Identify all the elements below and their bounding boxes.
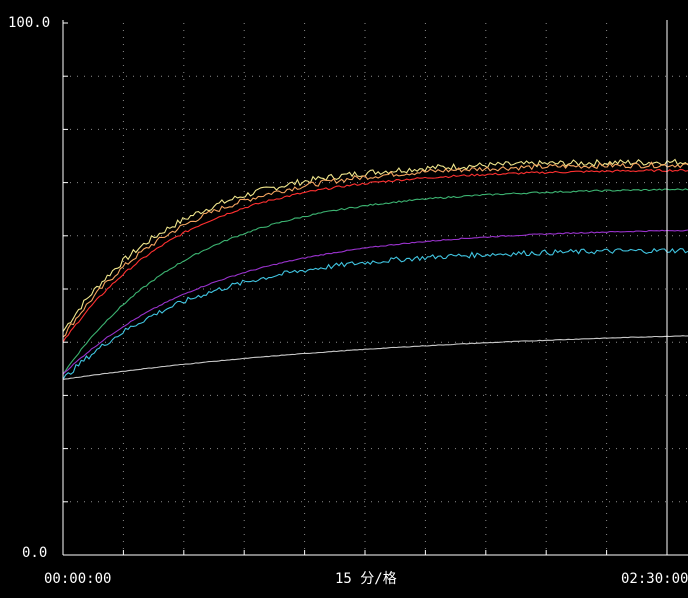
y-axis-max-label: 100.0 xyxy=(8,15,50,31)
series-line-6 xyxy=(62,247,688,380)
series-line-1 xyxy=(62,158,688,332)
grid xyxy=(63,23,688,555)
series-layer xyxy=(62,158,688,380)
x-axis-end-label: 02:30:00 xyxy=(621,571,688,587)
axes xyxy=(62,20,688,556)
series-line-7 xyxy=(62,335,688,380)
series-line-3 xyxy=(62,168,688,343)
x-axis-scale-label: 15 分/格 xyxy=(335,571,397,587)
series-line-4 xyxy=(62,188,688,375)
y-axis-min-label: 0.0 xyxy=(22,545,47,561)
series-line-5 xyxy=(62,229,688,375)
x-axis-start-label: 00:00:00 xyxy=(44,571,111,587)
series-line-2 xyxy=(62,161,688,338)
